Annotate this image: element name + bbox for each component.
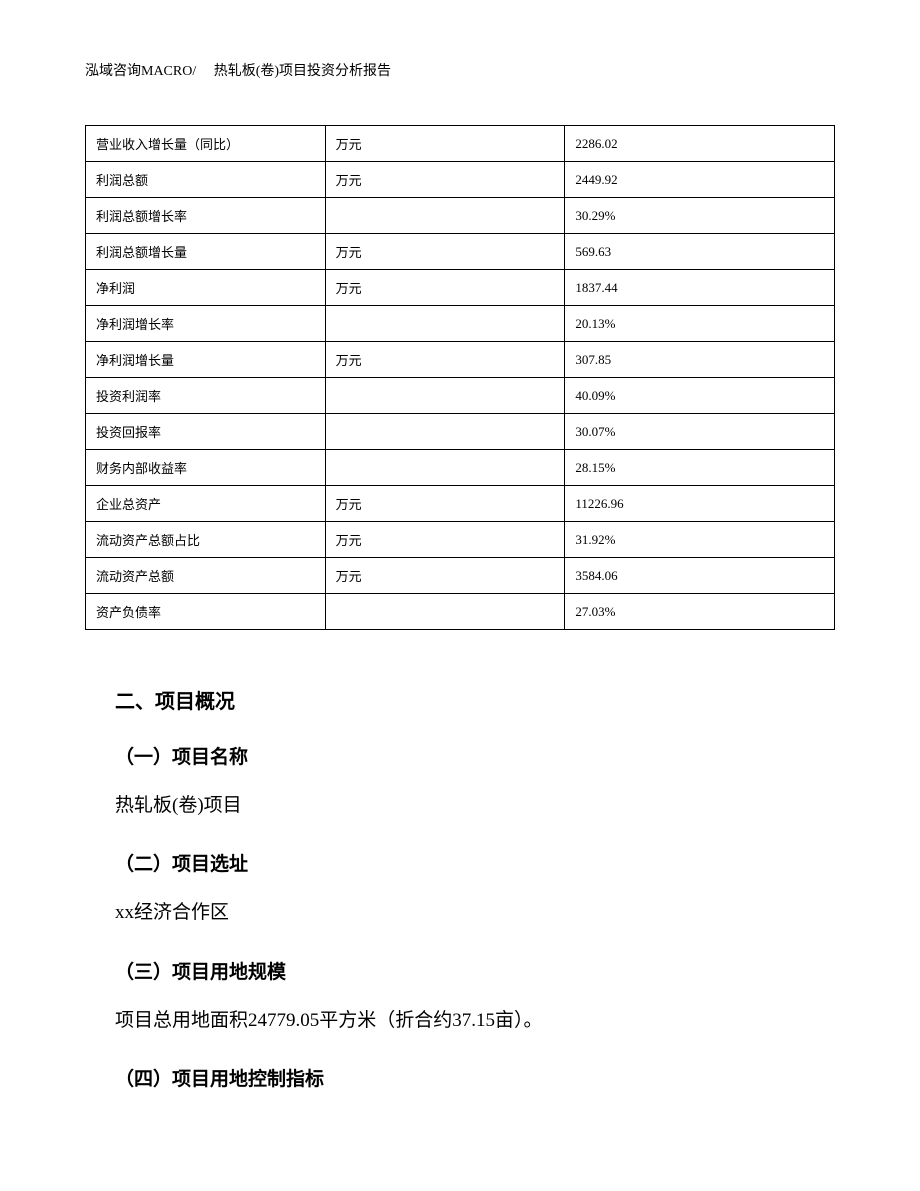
- row-value: 307.85: [565, 342, 835, 378]
- row-value: 1837.44: [565, 270, 835, 306]
- row-label: 营业收入增长量（同比）: [86, 126, 326, 162]
- row-label: 资产负债率: [86, 594, 326, 630]
- table-row: 流动资产总额占比 万元 31.92%: [86, 522, 835, 558]
- row-unit: 万元: [325, 270, 565, 306]
- row-value: 20.13%: [565, 306, 835, 342]
- table-row: 营业收入增长量（同比） 万元 2286.02: [86, 126, 835, 162]
- section-heading: 二、项目概况: [115, 685, 805, 714]
- row-unit: 万元: [325, 126, 565, 162]
- subsection-4-heading: （四）项目用地控制指标: [115, 1064, 805, 1091]
- row-label: 企业总资产: [86, 486, 326, 522]
- row-label: 流动资产总额: [86, 558, 326, 594]
- row-unit: [325, 378, 565, 414]
- row-value: 2449.92: [565, 162, 835, 198]
- row-unit: [325, 306, 565, 342]
- row-value: 3584.06: [565, 558, 835, 594]
- row-value: 30.07%: [565, 414, 835, 450]
- row-unit: 万元: [325, 162, 565, 198]
- row-label: 财务内部收益率: [86, 450, 326, 486]
- row-label: 投资回报率: [86, 414, 326, 450]
- row-unit: [325, 198, 565, 234]
- financial-table: 营业收入增长量（同比） 万元 2286.02 利润总额 万元 2449.92 利…: [85, 125, 835, 630]
- row-unit: 万元: [325, 486, 565, 522]
- table-row: 利润总额增长量 万元 569.63: [86, 234, 835, 270]
- row-label: 利润总额增长量: [86, 234, 326, 270]
- table-row: 利润总额增长率 30.29%: [86, 198, 835, 234]
- row-unit: [325, 450, 565, 486]
- table-row: 利润总额 万元 2449.92: [86, 162, 835, 198]
- table-row: 净利润增长量 万元 307.85: [86, 342, 835, 378]
- table-row: 资产负债率 27.03%: [86, 594, 835, 630]
- row-value: 28.15%: [565, 450, 835, 486]
- row-label: 净利润增长量: [86, 342, 326, 378]
- row-unit: [325, 414, 565, 450]
- row-unit: 万元: [325, 342, 565, 378]
- table-row: 净利润增长率 20.13%: [86, 306, 835, 342]
- row-label: 利润总额: [86, 162, 326, 198]
- table-row: 投资利润率 40.09%: [86, 378, 835, 414]
- subsection-2-text: xx经济合作区: [115, 898, 805, 928]
- table-body: 营业收入增长量（同比） 万元 2286.02 利润总额 万元 2449.92 利…: [86, 126, 835, 630]
- subsection-1-heading: （一）项目名称: [115, 742, 805, 769]
- row-value: 2286.02: [565, 126, 835, 162]
- table-row: 净利润 万元 1837.44: [86, 270, 835, 306]
- row-label: 利润总额增长率: [86, 198, 326, 234]
- row-value: 31.92%: [565, 522, 835, 558]
- content-section: 二、项目概况 （一）项目名称 热轧板(卷)项目 （二）项目选址 xx经济合作区 …: [85, 685, 835, 1091]
- row-value: 11226.96: [565, 486, 835, 522]
- row-value: 30.29%: [565, 198, 835, 234]
- page-header: 泓域咨询MACRO/ 热轧板(卷)项目投资分析报告: [85, 60, 835, 80]
- row-value: 40.09%: [565, 378, 835, 414]
- row-unit: 万元: [325, 522, 565, 558]
- row-unit: 万元: [325, 558, 565, 594]
- row-label: 净利润增长率: [86, 306, 326, 342]
- table-row: 财务内部收益率 28.15%: [86, 450, 835, 486]
- row-unit: 万元: [325, 234, 565, 270]
- row-label: 流动资产总额占比: [86, 522, 326, 558]
- row-label: 净利润: [86, 270, 326, 306]
- row-value: 27.03%: [565, 594, 835, 630]
- table-row: 流动资产总额 万元 3584.06: [86, 558, 835, 594]
- row-label: 投资利润率: [86, 378, 326, 414]
- row-unit: [325, 594, 565, 630]
- row-value: 569.63: [565, 234, 835, 270]
- subsection-1-text: 热轧板(卷)项目: [115, 791, 805, 821]
- subsection-2-heading: （二）项目选址: [115, 849, 805, 876]
- subsection-3-heading: （三）项目用地规模: [115, 957, 805, 984]
- table-row: 投资回报率 30.07%: [86, 414, 835, 450]
- subsection-3-text: 项目总用地面积24779.05平方米（折合约37.15亩）。: [115, 1006, 805, 1036]
- table-row: 企业总资产 万元 11226.96: [86, 486, 835, 522]
